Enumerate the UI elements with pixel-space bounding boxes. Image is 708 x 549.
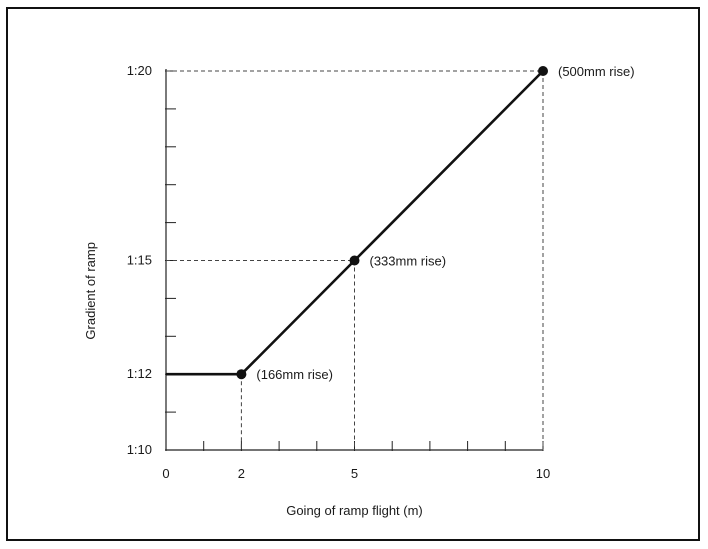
- series-line: [166, 70, 544, 376]
- y-tick-label: 1:12: [127, 366, 152, 381]
- y-axis-title: Gradient of ramp: [83, 242, 98, 340]
- x-tick-label: 0: [162, 466, 169, 481]
- data-point: [538, 66, 548, 76]
- data-point: [349, 255, 360, 266]
- x-tick-label: 5: [351, 466, 358, 481]
- x-axis-title: Going of ramp flight (m): [286, 503, 423, 518]
- x-tick-label: 10: [536, 466, 550, 481]
- y-tick-label: 1:10: [127, 442, 152, 457]
- y-tick-label: 1:15: [127, 253, 152, 268]
- chart-frame: [6, 7, 700, 541]
- y-tick-label: 1:20: [127, 63, 152, 78]
- data-point-label: (166mm rise): [256, 367, 333, 382]
- data-point-label: (333mm rise): [370, 254, 447, 269]
- data-point: [236, 369, 247, 380]
- data-point-label: (500mm rise): [558, 64, 635, 79]
- x-tick-label: 2: [238, 466, 245, 481]
